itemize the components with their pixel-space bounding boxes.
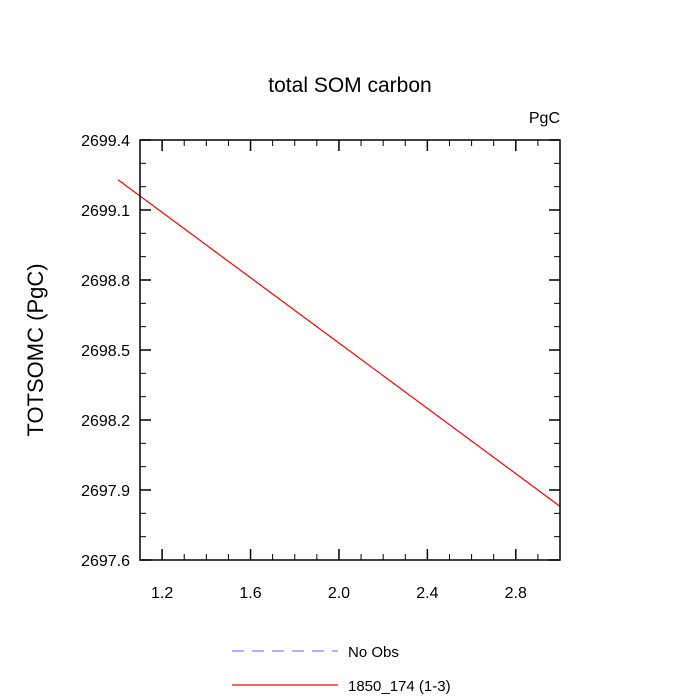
x-tick-label: 2.4 — [416, 585, 438, 602]
plot-frame — [139, 139, 561, 561]
chart-title: total SOM carbon — [268, 74, 431, 97]
legend-label-1: 1850_174 (1-3) — [348, 678, 451, 695]
y-tick-label: 2698.8 — [81, 273, 130, 290]
x-tick-label: 1.2 — [151, 585, 173, 602]
ticks-layer: 1.2 1.6 2.0 2.4 2.8 2697.6 2697.9 2698.2 2698.5 2… — [81, 133, 561, 602]
y-tick-label: 2697.6 — [81, 553, 130, 570]
series-layer — [117, 179, 561, 507]
x-tick-label: 2.8 — [505, 585, 527, 602]
legend: No Obs 1850_174 (1-3) — [232, 644, 451, 695]
y-tick-label: 2698.2 — [81, 413, 130, 430]
y-axis-label: TOTSOMC (PgC) — [23, 263, 48, 436]
y-tick-label: 2699.1 — [81, 203, 130, 220]
y-tick-label: 2698.5 — [81, 343, 130, 360]
y-tick-label: 2699.4 — [81, 133, 130, 150]
x-tick-label: 2.0 — [328, 585, 350, 602]
y-tick-label: 2697.9 — [81, 483, 130, 500]
units-label: PgC — [529, 110, 560, 127]
x-tick-label: 1.6 — [239, 585, 261, 602]
legend-label-0: No Obs — [348, 644, 399, 661]
series-line-1 — [117, 179, 561, 507]
